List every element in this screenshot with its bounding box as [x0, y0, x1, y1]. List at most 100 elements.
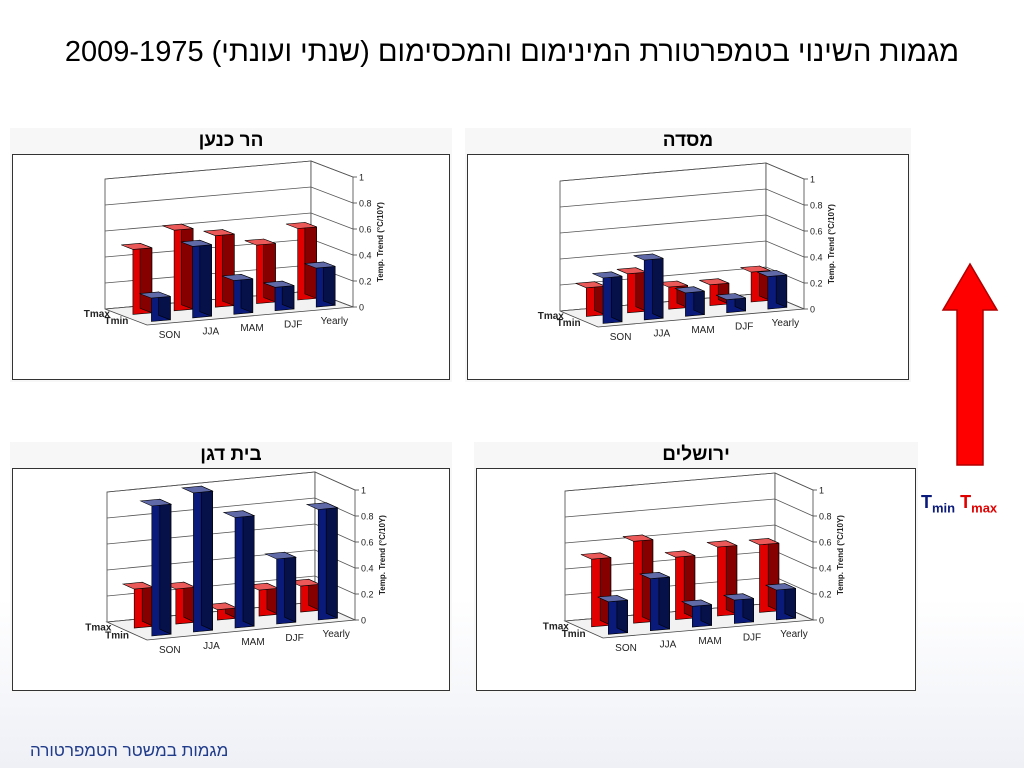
bar-tmax-djf [246, 582, 280, 617]
bar-tmin-son [139, 498, 173, 637]
bar-tmin-djf [715, 293, 746, 314]
y-tick-label: 0 [819, 616, 824, 626]
bar-tmin-yearly [304, 261, 336, 308]
chart-title: ירושלים [662, 444, 730, 465]
gridline [106, 471, 356, 493]
bar-tmin-mam [681, 599, 712, 628]
chart-frame: 0 0.2 0.4 0.6 0.8 1 Temp. Trend (°C/10Y) SON JJA… [476, 468, 916, 691]
y-tick-label: 1 [359, 173, 364, 183]
series-label-tmin: Tmin [105, 316, 129, 327]
chart-svg: 0 0.2 0.4 0.6 0.8 1 Temp. Trend (°C/10Y) SON JJA… [84, 160, 385, 341]
bar-tmin-jja [633, 253, 664, 321]
series-label-tmin: Tmin [562, 629, 586, 640]
chart-frame: 0 0.2 0.4 0.6 0.8 1 Temp. Trend (°C/10Y) SON JJA… [12, 154, 450, 380]
series-label-tmax: Tmax [85, 623, 112, 634]
gridline [559, 240, 805, 260]
chart-panel-masada: מסדה 0 0.2 0.4 0.6 0.8 1 Temp. Trend (°C/10Y) S… [465, 128, 911, 382]
bar-tmax-jja [163, 581, 197, 625]
series-label-tmax: Tmax [538, 311, 565, 322]
x-tick-label: MAM [240, 323, 263, 334]
x-tick-label: DJF [735, 321, 753, 332]
gridline [564, 498, 814, 518]
y-tick-label: 0.8 [819, 512, 832, 522]
bar-tmin-jja [181, 485, 214, 633]
x-tick-label: SON [159, 330, 181, 341]
chart-title: מסדה [662, 130, 714, 151]
y-tick-label: 1 [361, 486, 366, 496]
gridline [559, 162, 805, 182]
y-tick-label: 0.4 [359, 251, 372, 261]
x-tick-label: Yearly [321, 316, 348, 327]
y-tick-label: 0.4 [819, 564, 832, 574]
chart-svg: 0 0.2 0.4 0.6 0.8 1 Temp. Trend (°C/10Y) SON JJA… [543, 472, 845, 654]
y-tick-label: 0 [359, 303, 364, 313]
bar-tmin-son [139, 291, 171, 322]
x-tick-label: MAM [698, 636, 721, 647]
bar-tmax-yearly [285, 221, 318, 301]
gridline [106, 549, 356, 571]
y-axis-title: Temp. Trend (°C/10Y) [836, 515, 845, 595]
y-tick-label: 0.8 [359, 199, 372, 209]
y-tick-label: 0 [361, 616, 366, 626]
bar-tmax-son [575, 281, 606, 317]
gridline [559, 188, 805, 208]
bar-tmax-yearly [748, 537, 780, 613]
y-axis-title: Temp. Trend (°C/10Y) [376, 202, 385, 282]
gridline [106, 497, 356, 519]
y-tick-label: 1 [819, 486, 824, 496]
x-tick-label: JJA [653, 329, 670, 340]
bar-tmin-yearly [757, 269, 788, 310]
y-tick-label: 1 [810, 175, 815, 185]
x-tick-label: DJF [285, 633, 303, 644]
x-tick-label: MAM [691, 325, 714, 336]
up-arrow-icon [941, 262, 999, 466]
bar-tmin-yearly [305, 502, 339, 621]
gridline [104, 186, 354, 206]
y-tick-label: 0 [810, 305, 815, 315]
series-label-tmin: Tmin [105, 631, 129, 642]
gridline [106, 523, 356, 545]
bar-tmin-mam [221, 273, 254, 315]
slide-title: מגמות השינוי בטמפרטורת המינימום והמכסימו… [64, 36, 960, 68]
x-tick-label: DJF [743, 632, 761, 643]
tmax-legend-label: Tmax [960, 492, 998, 516]
tmin-legend-label: Tmin [921, 492, 956, 516]
gridline [559, 214, 805, 234]
chart-frame: 0 0.2 0.4 0.6 0.8 1 Temp. Trend (°C/10Y) SON JJA… [467, 154, 909, 380]
y-tick-label: 0.8 [361, 512, 374, 522]
chart-title: הר כנען [198, 130, 264, 151]
y-axis-title: Temp. Trend (°C/10Y) [827, 204, 836, 284]
series-label-tmax: Tmax [84, 309, 111, 320]
chart-frame: 0 0.2 0.4 0.6 0.8 1 Temp. Trend (°C/10Y) SON JJA… [12, 468, 450, 691]
y-tick-label: 0.6 [361, 538, 374, 548]
x-tick-label: JJA [660, 640, 677, 651]
bar-tmin-son [592, 271, 623, 324]
chart-svg: 0 0.2 0.4 0.6 0.8 1 Temp. Trend (°C/10Y) SON JJA… [538, 162, 836, 343]
bar-tmin-djf [723, 593, 754, 624]
y-tick-label: 0.4 [361, 564, 374, 574]
x-tick-label: SON [610, 332, 632, 343]
x-tick-label: SON [615, 643, 637, 654]
x-tick-label: JJA [202, 327, 219, 338]
gridline [564, 472, 814, 492]
series-label-tmax: Tmax [543, 621, 570, 632]
bar-tmin-mam [674, 286, 705, 317]
chart-panel-jerusalem: ירושלים 0 0.2 0.4 0.6 0.8 1 Temp. Trend (°C/10… [474, 442, 918, 693]
x-tick-label: MAM [241, 637, 264, 648]
chart-svg: 0 0.2 0.4 0.6 0.8 1 Temp. Trend (°C/10Y) SON JJA… [85, 471, 387, 656]
x-tick-label: Yearly [322, 629, 349, 640]
bar-tmin-mam [222, 510, 256, 629]
y-tick-label: 0.6 [359, 225, 372, 235]
y-tick-label: 0.2 [819, 590, 832, 600]
x-tick-label: Yearly [772, 318, 799, 329]
y-tick-label: 0.6 [819, 538, 832, 548]
chart-title: בית דגן [200, 444, 262, 465]
bar-tmax-yearly [288, 578, 321, 613]
x-tick-label: Yearly [780, 629, 807, 640]
bar-tmax-jja [622, 534, 654, 624]
bar-tmin-djf [264, 551, 297, 625]
x-tick-label: JJA [203, 641, 220, 652]
bar-tmin-yearly [765, 583, 796, 621]
y-axis-title: Temp. Trend (°C/10Y) [378, 515, 387, 595]
series-label-tmin: Tmin [557, 318, 581, 329]
